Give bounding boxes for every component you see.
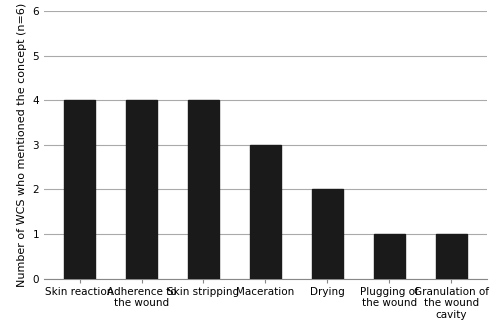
Y-axis label: Number of WCS who mentioned the concept (n=6): Number of WCS who mentioned the concept … (17, 3, 27, 287)
Bar (250, 145, 281, 279)
Bar (374, 234, 404, 279)
Bar (188, 100, 219, 279)
Bar (436, 234, 466, 279)
Bar (126, 100, 157, 279)
Bar (64, 100, 95, 279)
Bar (312, 189, 343, 279)
